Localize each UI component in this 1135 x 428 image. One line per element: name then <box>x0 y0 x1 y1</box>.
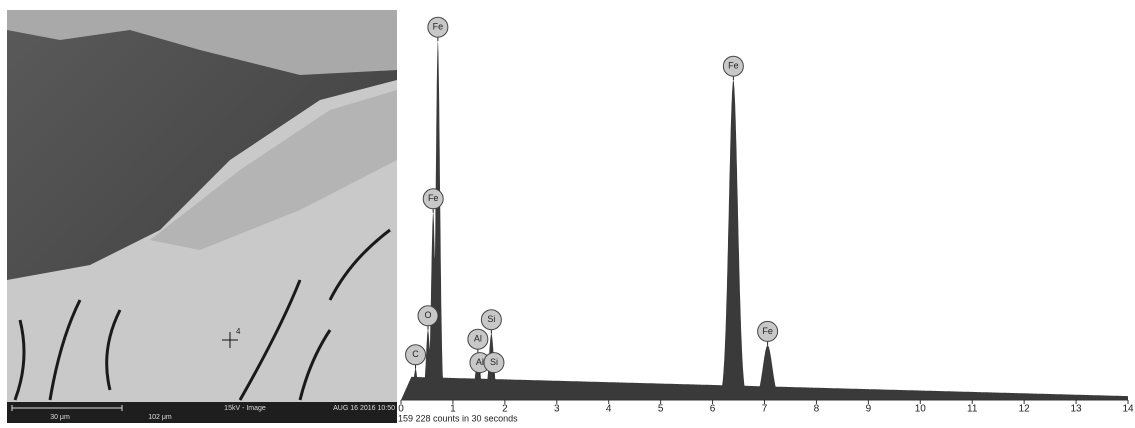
page: 4 30 μm 102 μm 15kV - Image AUG 16 2016 … <box>0 0 1135 428</box>
sem-image: 4 30 μm 102 μm 15kV - Image AUG 16 2016 … <box>7 10 397 423</box>
spectrum-area <box>401 41 1128 400</box>
field-width: 102 μm <box>148 414 172 421</box>
peak-label: C <box>412 349 419 359</box>
x-tick-label: 5 <box>658 404 664 415</box>
spot-label: 4 <box>236 327 241 336</box>
peak-label: Fe <box>728 61 739 71</box>
x-tick-label: 14 <box>1122 404 1134 415</box>
footer: 159 228 counts in 30 seconds <box>398 413 518 423</box>
peak-label: Si <box>490 357 498 367</box>
peak-label: Fe <box>428 193 439 203</box>
x-tick-label: 12 <box>1019 404 1031 415</box>
x-tick-label: 6 <box>710 404 716 415</box>
figure: 4 30 μm 102 μm 15kV - Image AUG 16 2016 … <box>0 0 1135 423</box>
x-tick-label: 9 <box>866 404 872 415</box>
peak-label: Fe <box>433 22 444 32</box>
x-tick-label: 8 <box>814 404 820 415</box>
x-tick-label: 3 <box>554 404 560 415</box>
x-tick-label: 4 <box>606 404 612 415</box>
peak-label: Fe <box>762 326 773 336</box>
peak-label: Si <box>487 314 495 324</box>
mode: 15kV - Image <box>224 405 266 412</box>
peak-label: Al <box>476 357 484 367</box>
x-tick-label: 10 <box>915 404 927 415</box>
peak-label: Al <box>474 334 482 344</box>
peak-label: O <box>424 310 431 320</box>
x-tick-label: 13 <box>1071 404 1083 415</box>
scale-label: 30 μm <box>50 414 70 421</box>
x-tick-label: 7 <box>762 404 768 415</box>
x-tick-label: 11 <box>967 404 978 415</box>
timestamp: AUG 16 2016 10:50 <box>333 405 395 412</box>
